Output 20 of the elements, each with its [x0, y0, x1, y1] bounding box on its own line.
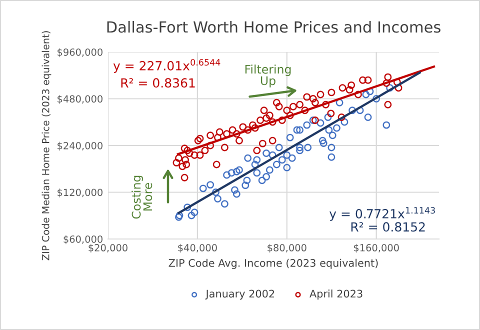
annotation: y = 227.01x$^{0.6544}$: [113, 59, 220, 73]
annotation: Filtering Up: [245, 64, 291, 88]
y-tick-label: $240,000: [58, 142, 102, 151]
x-tick-label: $80,000: [268, 244, 306, 253]
legend-label: April 2023: [310, 290, 362, 300]
legend-label: January 2002: [205, 290, 274, 300]
x-tick-label: $160,000: [354, 244, 399, 253]
annotation: y = 0.7721x$^{1.1143}$: [330, 207, 435, 221]
y-tick-label: $480,000: [58, 95, 102, 104]
annotation: R² = 0.8152: [351, 222, 425, 232]
x-axis-title: ZIP Code Avg. Income (2023 equivalent): [168, 258, 378, 269]
annotation: R² = 0.8361: [121, 78, 195, 88]
x-tick-label: $40,000: [178, 244, 217, 253]
annotation: Costing More: [132, 176, 152, 219]
y-tick-label: $120,000: [58, 188, 102, 198]
chart-title: Dallas-Fort Worth Home Prices and Incomes: [107, 20, 440, 33]
y-axis-title: ZIP Code Median Home Price (2023 equivalent): [42, 31, 52, 260]
y-tick-label: $960,000: [58, 48, 102, 58]
x-tick-label: $20,000: [88, 244, 128, 253]
y-tick-label: $60,000: [64, 235, 102, 244]
